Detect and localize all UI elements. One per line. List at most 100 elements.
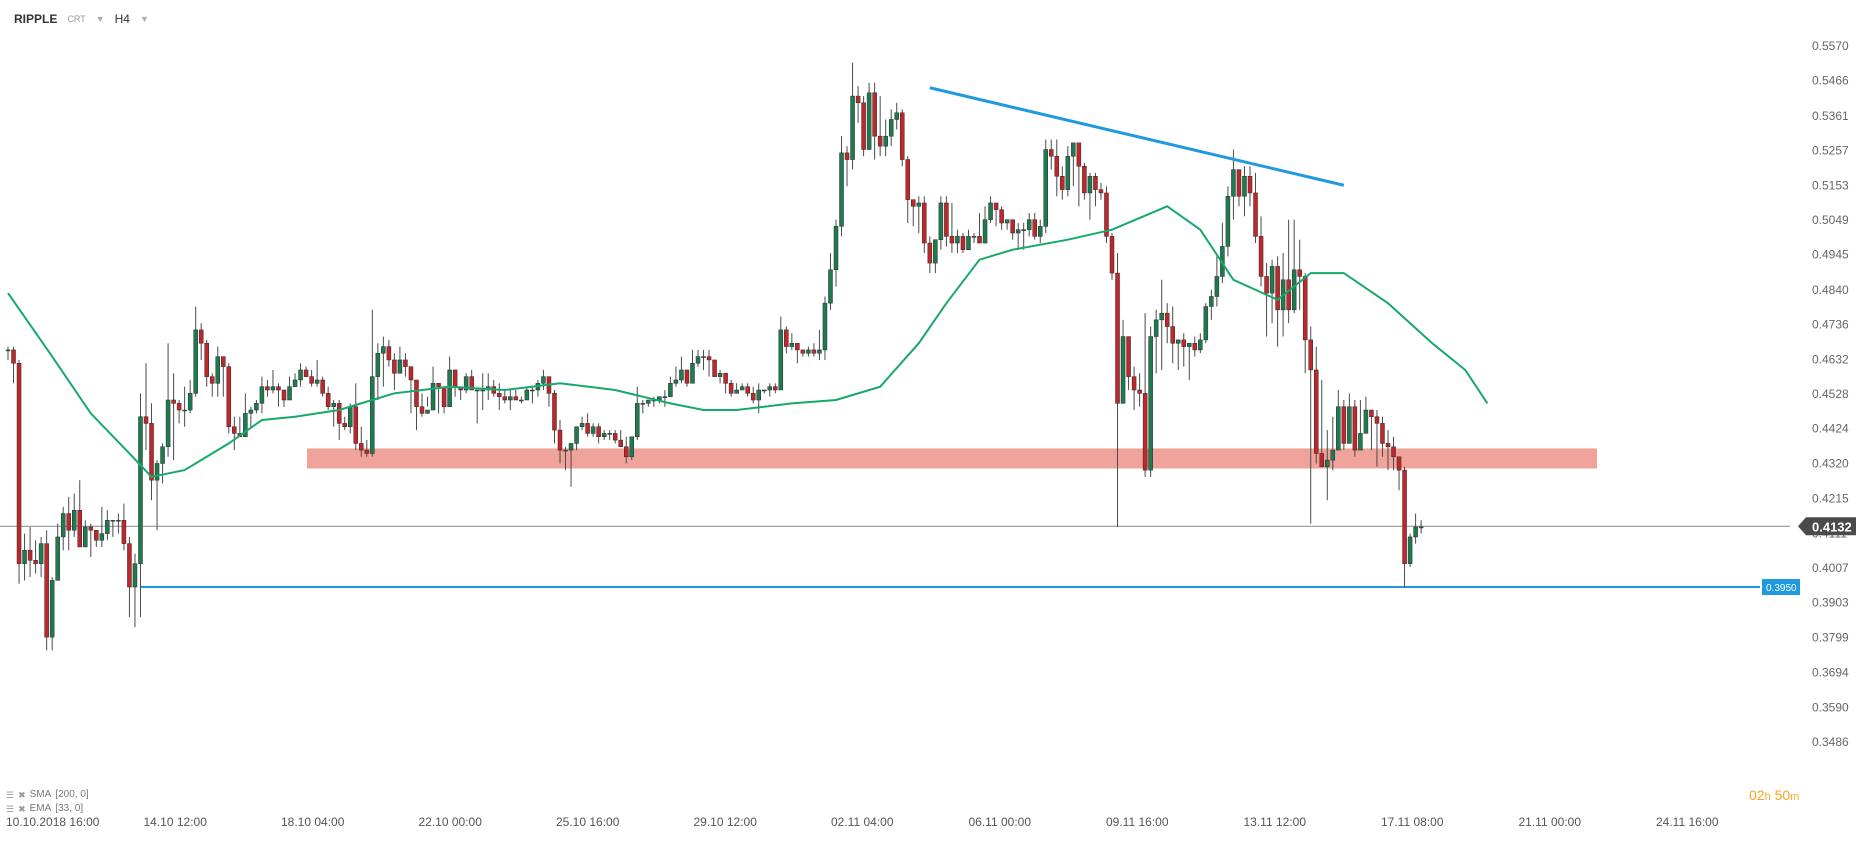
- candle-bearish: [408, 366, 414, 414]
- candle-body: [430, 383, 436, 411]
- candle-body: [1319, 453, 1325, 468]
- candle-body: [187, 393, 193, 411]
- candle-body: [1120, 336, 1126, 404]
- candle-body: [750, 393, 756, 401]
- timeframe-selector[interactable]: H4: [114, 12, 130, 26]
- candle-bullish: [1087, 172, 1093, 220]
- candle-body: [745, 386, 750, 394]
- candle-body: [960, 236, 966, 250]
- candle-bearish: [899, 109, 905, 167]
- candle-body: [110, 519, 116, 522]
- candle-body: [370, 376, 375, 454]
- candle-body: [221, 356, 226, 367]
- candle-body: [408, 366, 414, 381]
- candle-bearish: [281, 389, 287, 407]
- candle-body: [767, 386, 773, 391]
- candle-body: [292, 379, 298, 387]
- candle-body: [132, 563, 138, 588]
- candle-body: [143, 416, 149, 424]
- descending-trendline: [929, 86, 1345, 187]
- candle-bullish: [1413, 513, 1418, 544]
- candle-body: [971, 236, 977, 238]
- candle-bearish: [855, 86, 861, 123]
- candle-bearish: [66, 496, 71, 551]
- candle-body: [701, 356, 706, 358]
- candle-bullish: [828, 253, 833, 310]
- candle-bullish: [474, 389, 480, 424]
- candle-body: [502, 396, 508, 401]
- candle-bullish: [447, 356, 452, 407]
- candle-body: [563, 449, 568, 452]
- candle-body: [232, 426, 237, 434]
- price-tick-label: 0.4528: [1812, 387, 1849, 401]
- candle-bullish: [193, 306, 198, 397]
- candle-bearish: [121, 503, 127, 551]
- list-icon[interactable]: ☰: [6, 790, 15, 800]
- candle-bullish: [579, 416, 585, 431]
- candle-body: [717, 373, 723, 377]
- candle-bullish: [646, 399, 651, 407]
- candle-bearish: [1380, 416, 1385, 457]
- candle-body: [1198, 339, 1203, 351]
- time-tick-label: 14.10 12:00: [144, 815, 208, 829]
- candle-body: [1258, 236, 1264, 277]
- candle-body: [276, 386, 281, 391]
- price-tick-label: 0.5570: [1812, 39, 1849, 53]
- indicator-sma[interactable]: ☰ ✖ SMA [200, 0]: [6, 788, 89, 802]
- price-tick-label: 0.5049: [1812, 213, 1849, 227]
- candle-body: [5, 349, 11, 352]
- price-tick-label: 0.3799: [1812, 630, 1849, 644]
- candle-bearish: [1369, 409, 1374, 451]
- candle-body: [1203, 306, 1209, 341]
- time-tick-label: 17.11 08:00: [1381, 815, 1444, 829]
- candle-body: [1087, 175, 1093, 194]
- chevron-down-icon[interactable]: ▼: [139, 14, 149, 24]
- candle-body: [303, 369, 309, 377]
- candle-body: [386, 346, 392, 361]
- candle-bearish: [502, 389, 508, 404]
- candle-body: [226, 366, 232, 427]
- close-icon[interactable]: ✖: [18, 790, 26, 800]
- candle-bearish: [276, 383, 281, 407]
- candle-bearish: [773, 383, 778, 394]
- candle-bearish: [911, 199, 916, 227]
- candle-bullish: [673, 366, 679, 387]
- candle-bearish: [684, 369, 690, 387]
- candle-bearish: [33, 540, 38, 574]
- candle-body: [94, 530, 99, 541]
- candle-bullish: [1175, 339, 1181, 370]
- candle-body: [77, 509, 83, 548]
- candle-body: [1071, 142, 1076, 157]
- candle-body: [789, 342, 795, 347]
- candle-bearish: [623, 436, 629, 464]
- candle-bearish: [149, 403, 154, 501]
- candle-body: [955, 236, 960, 244]
- candle-body: [1225, 196, 1231, 247]
- candle-body: [850, 95, 855, 160]
- list-icon[interactable]: ☰: [6, 804, 15, 814]
- candle-bearish: [872, 82, 877, 160]
- indicator-label: EMA: [29, 803, 52, 814]
- close-icon[interactable]: ✖: [18, 804, 26, 814]
- candle-body: [441, 386, 447, 407]
- candle-body: [872, 92, 877, 137]
- candle-bullish: [99, 506, 105, 547]
- chevron-down-icon[interactable]: ▼: [95, 14, 105, 24]
- indicator-ema[interactable]: ☰ ✖ EMA [33, 0]: [6, 802, 89, 816]
- candle-body: [347, 406, 353, 427]
- time-tick-label: 24.11 16:00: [1656, 815, 1719, 829]
- candle-bearish: [1049, 139, 1054, 170]
- candle-body: [1402, 469, 1407, 564]
- candle-body: [668, 383, 673, 397]
- candle-body: [1385, 443, 1391, 448]
- candle-bullish: [1269, 259, 1275, 324]
- symbol-name[interactable]: RIPPLE: [14, 12, 58, 26]
- candle-bullish: [541, 369, 546, 390]
- candle-body: [966, 236, 971, 250]
- candle-body: [640, 403, 646, 405]
- support-price-tag: 0.3950: [1762, 579, 1800, 596]
- candle-body: [215, 356, 221, 384]
- candle-bearish: [1302, 273, 1308, 374]
